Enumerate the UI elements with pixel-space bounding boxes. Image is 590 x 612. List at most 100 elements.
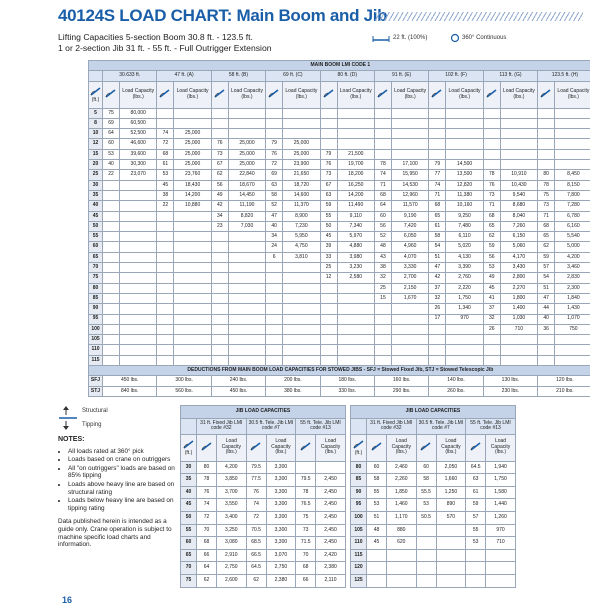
data-row: 100 51 1,170 50.5 570 57 1,260 (350, 510, 516, 525)
angle-head (482, 80, 501, 109)
boom-angle: 65 (537, 231, 556, 243)
data-row: 95 17 970 32 1,030 40 1,070 (88, 313, 590, 325)
boom-angle: 76 (265, 148, 284, 161)
load-capacity: 23,760 (173, 169, 212, 181)
boom-angle: 33 (319, 251, 338, 264)
radius: 65 (88, 251, 103, 264)
empty-cell (445, 107, 484, 119)
boom-angle: 68.5 (245, 536, 267, 550)
boom-angle: 69 (102, 117, 120, 130)
load-capacity: 25,000 (173, 148, 212, 161)
title-row: JIB LOAD CAPACITIES (180, 405, 346, 419)
boom-length: 69 ft. (C) (265, 70, 321, 82)
capacity-head: Load Capacity (lbs.) (485, 433, 516, 462)
boom-angle: 78 (196, 473, 217, 487)
load-capacity: 15,950 (390, 169, 430, 181)
empty-cell (173, 107, 212, 119)
load-capacity: 1,660 (435, 473, 467, 487)
empty-cell (118, 292, 158, 305)
empty-cell (336, 128, 375, 140)
load-capacity: 6,780 (554, 210, 590, 222)
empty-cell (265, 128, 284, 140)
boom-angle: 74 (428, 179, 447, 191)
load-capacity: 2,260 (386, 473, 417, 487)
capacity-head: Load Capacity (lbs.) (435, 433, 467, 462)
empty-cell (390, 138, 430, 150)
load-capacity: 14,530 (390, 179, 430, 191)
disclaimer: Data published herein is intended as a g… (58, 518, 172, 549)
empty-cell (227, 334, 267, 346)
data-row: 50 72 3,400 72 3,300 75 2,450 (180, 510, 346, 525)
empty-cell (554, 138, 590, 150)
load-capacity: 4,170 (499, 251, 539, 264)
empty-cell (445, 148, 484, 161)
boom-angle: 53 (366, 498, 387, 512)
empty-cell (537, 117, 556, 130)
load-capacity: 3,300 (265, 498, 297, 512)
load-capacity: 18,670 (227, 179, 267, 191)
empty-cell (210, 251, 229, 264)
load-capacity: 22,840 (227, 169, 267, 181)
radius: 40 (180, 485, 197, 500)
empty-cell (118, 241, 158, 253)
boom-angle: 56 (373, 220, 392, 233)
load-capacity: 890 (435, 498, 467, 512)
load-capacity: 8,450 (554, 169, 590, 181)
load-capacity: 2,380 (265, 573, 297, 588)
empty-cell (373, 107, 392, 119)
empty-cell (227, 117, 267, 130)
radius-unit: (ft.) (88, 80, 103, 109)
load-capacity: 17,100 (390, 159, 430, 171)
boom-angle: 66.5 (245, 548, 267, 563)
boom-angle: 57 (537, 262, 556, 274)
load-capacity: 11,570 (390, 200, 430, 212)
notes: NOTES: All loads rated at 360° pickLoads… (58, 436, 176, 549)
boom-angle: 64 (102, 128, 120, 140)
radius: 80 (350, 460, 367, 475)
load-capacity: 2,750 (216, 561, 247, 575)
empty-cell (173, 323, 212, 336)
load-capacity: 25,000 (227, 159, 267, 171)
load-capacity: 750 (554, 323, 590, 336)
empty-cell (485, 548, 516, 563)
empty-cell (156, 292, 175, 305)
load-capacity: 25,000 (227, 148, 267, 161)
boom-angle: 79.5 (295, 473, 317, 487)
empty-cell (265, 262, 284, 274)
boom-angle: 56 (210, 179, 229, 191)
radius: 95 (88, 313, 103, 325)
empty-cell (336, 138, 375, 150)
boom-angle: 62 (196, 573, 217, 588)
load-capacity: 7,230 (282, 220, 321, 233)
load-capacity: 2,580 (336, 272, 375, 284)
radius: 65 (180, 548, 197, 563)
subtitle: Lifting Capacities 5-section Boom 30.8 f… (58, 32, 253, 42)
empty-cell (415, 561, 437, 575)
boom-angle: 68 (537, 220, 556, 233)
empty-cell (537, 344, 556, 356)
load-capacity: 2,760 (445, 272, 484, 284)
empty-cell (227, 282, 267, 294)
data-row: 12 60 46,600 72 25,000 76 25,000 79 25,000 (88, 138, 590, 150)
empty-cell (445, 344, 484, 356)
note-item: Loads above heavy line are based on stru… (68, 481, 176, 496)
empty-cell (118, 220, 158, 233)
boom-angle: 62 (245, 573, 267, 588)
empty-cell (554, 159, 590, 171)
capacity-head: Load Capacity (lbs.) (445, 80, 484, 109)
empty-cell (180, 417, 197, 435)
load-capacity: 14,200 (336, 189, 375, 202)
load-capacity: 9,190 (390, 210, 430, 222)
boom-angle: 63 (319, 189, 338, 202)
empty-cell (265, 344, 284, 356)
capacity-head: Load Capacity (lbs.) (386, 433, 417, 462)
deduction-label: STJ (88, 385, 103, 397)
empty-cell (282, 282, 321, 294)
data-row: 45 74 3,550 74 3,300 76.5 2,450 (180, 498, 346, 512)
angle-head (265, 80, 284, 109)
empty-cell (499, 344, 539, 356)
radius: 60 (180, 536, 197, 550)
load-capacity: 1,260 (485, 510, 516, 525)
empty-cell (173, 117, 212, 130)
empty-cell (390, 334, 430, 346)
